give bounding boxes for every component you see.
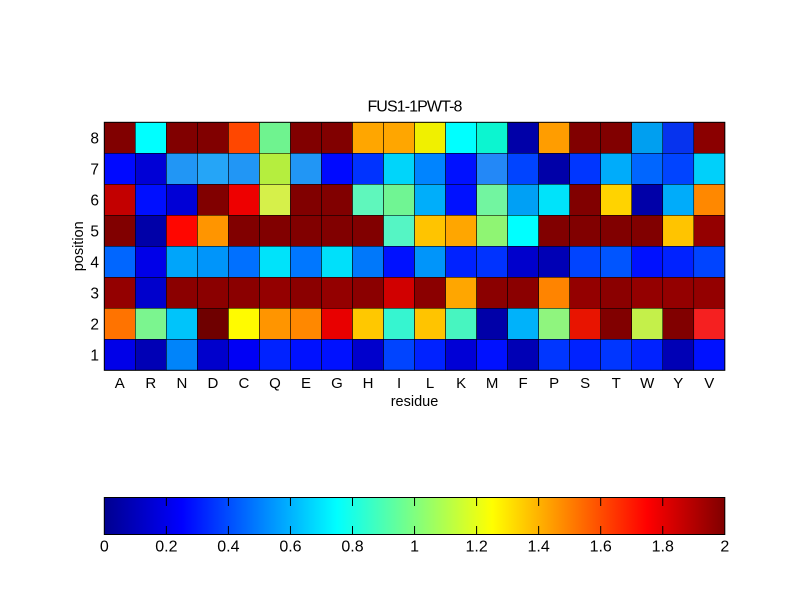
- svg-text:0.6: 0.6: [279, 539, 301, 556]
- svg-text:K: K: [456, 375, 466, 392]
- svg-text:I: I: [397, 375, 401, 392]
- svg-text:1.6: 1.6: [590, 539, 612, 556]
- svg-text:E: E: [301, 375, 311, 392]
- svg-text:position: position: [71, 221, 87, 271]
- svg-text:0.4: 0.4: [217, 539, 239, 556]
- svg-text:S: S: [580, 375, 590, 392]
- svg-text:1.8: 1.8: [652, 539, 674, 556]
- svg-text:W: W: [640, 375, 655, 392]
- svg-text:7: 7: [90, 161, 99, 178]
- svg-text:0.8: 0.8: [341, 539, 363, 556]
- svg-text:G: G: [331, 375, 343, 392]
- svg-text:N: N: [176, 375, 187, 392]
- svg-text:1: 1: [410, 539, 419, 556]
- svg-text:C: C: [238, 375, 249, 392]
- svg-text:1.2: 1.2: [465, 539, 487, 556]
- svg-text:3: 3: [90, 285, 99, 302]
- svg-text:FUS1-1PWT-8: FUS1-1PWT-8: [367, 99, 462, 116]
- svg-text:L: L: [426, 375, 434, 392]
- svg-text:R: R: [145, 375, 156, 392]
- svg-text:H: H: [363, 375, 374, 392]
- svg-text:6: 6: [90, 192, 99, 209]
- svg-text:0.2: 0.2: [155, 539, 177, 556]
- svg-text:0: 0: [100, 539, 109, 556]
- svg-text:1: 1: [90, 347, 99, 364]
- svg-text:D: D: [207, 375, 218, 392]
- svg-text:F: F: [519, 375, 528, 392]
- svg-text:A: A: [115, 375, 125, 392]
- svg-text:Y: Y: [673, 375, 683, 392]
- svg-text:T: T: [612, 375, 621, 392]
- svg-text:1.4: 1.4: [528, 539, 550, 556]
- svg-text:2: 2: [720, 539, 729, 556]
- svg-text:residue: residue: [391, 394, 439, 410]
- svg-text:M: M: [486, 375, 499, 392]
- svg-text:8: 8: [90, 130, 99, 147]
- svg-text:4: 4: [90, 254, 99, 271]
- svg-text:Q: Q: [269, 375, 281, 392]
- svg-text:2: 2: [90, 316, 99, 333]
- svg-text:P: P: [549, 375, 559, 392]
- svg-text:5: 5: [90, 223, 99, 240]
- svg-text:V: V: [704, 375, 714, 392]
